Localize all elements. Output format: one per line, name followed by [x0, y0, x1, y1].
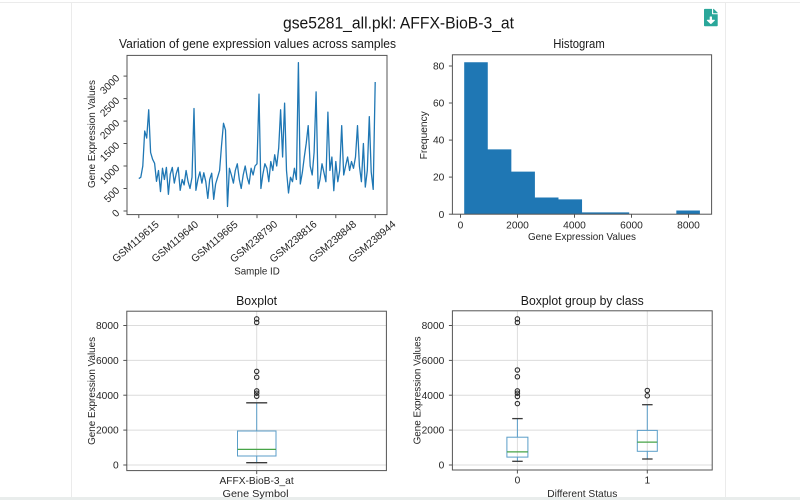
svg-text:Boxplot: Boxplot: [236, 294, 278, 308]
svg-text:AFFX-BioB-3_at: AFFX-BioB-3_at: [220, 476, 294, 487]
svg-text:60: 60: [433, 99, 445, 110]
svg-text:6000: 6000: [620, 221, 643, 232]
svg-text:1000: 1000: [99, 163, 123, 187]
svg-text:2000: 2000: [506, 221, 529, 232]
svg-text:8000: 8000: [422, 321, 445, 332]
svg-text:0: 0: [439, 461, 445, 472]
svg-text:8000: 8000: [96, 321, 119, 332]
svg-text:Gene Expression Values: Gene Expression Values: [87, 337, 98, 445]
svg-text:0: 0: [515, 476, 521, 487]
svg-text:4000: 4000: [422, 391, 445, 402]
svg-text:Sample ID: Sample ID: [234, 266, 280, 277]
svg-text:500: 500: [103, 185, 123, 205]
svg-text:Gene Symbol: Gene Symbol: [223, 489, 289, 500]
svg-text:8000: 8000: [677, 221, 700, 232]
svg-text:Gene Expression Values: Gene Expression Values: [412, 336, 423, 444]
svg-text:gse5281_all.pkl: AFFX-BioB-3_a: gse5281_all.pkl: AFFX-BioB-3_at: [283, 14, 514, 33]
svg-text:80: 80: [433, 62, 445, 73]
svg-text:4000: 4000: [96, 391, 119, 402]
svg-text:1500: 1500: [99, 140, 123, 164]
svg-text:0: 0: [113, 461, 119, 472]
svg-text:0: 0: [111, 208, 123, 220]
svg-text:Gene Expression Values: Gene Expression Values: [87, 80, 98, 188]
svg-text:0: 0: [458, 221, 464, 232]
svg-text:4000: 4000: [563, 221, 586, 232]
svg-text:2000: 2000: [99, 118, 123, 142]
svg-text:3000: 3000: [99, 73, 123, 97]
svg-text:Variation of gene expression v: Variation of gene expression values acro…: [119, 37, 396, 51]
svg-text:Boxplot group by class: Boxplot group by class: [521, 294, 644, 308]
svg-text:0: 0: [439, 210, 445, 221]
svg-text:20: 20: [433, 173, 445, 184]
svg-text:1: 1: [644, 476, 650, 487]
svg-text:2000: 2000: [422, 426, 445, 437]
svg-text:Frequency: Frequency: [419, 110, 430, 159]
svg-text:6000: 6000: [96, 356, 119, 367]
svg-text:6000: 6000: [422, 356, 445, 367]
svg-text:Histogram: Histogram: [553, 37, 605, 51]
svg-text:2000: 2000: [96, 426, 119, 437]
svg-text:Gene Expression Values: Gene Expression Values: [528, 232, 636, 243]
svg-text:2500: 2500: [99, 95, 123, 119]
svg-text:Different Status: Different Status: [547, 489, 617, 500]
svg-text:40: 40: [433, 136, 445, 147]
